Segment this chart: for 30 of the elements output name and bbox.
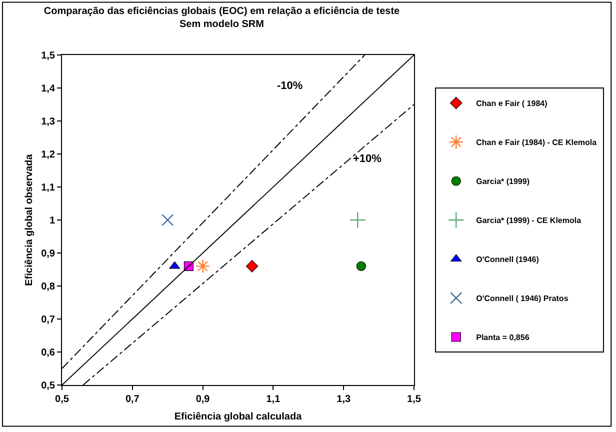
x-tick-label: 0,7 (125, 394, 140, 405)
y-tick-label: 1,3 (41, 116, 56, 128)
legend-label: Garcia* (1999) - CE Klemola (476, 216, 582, 226)
y-tick-label: 0,7 (41, 314, 56, 326)
legend-label: Chan e Fair (1984) - CE Klemola (476, 138, 598, 148)
y-tick-label: 1,4 (41, 84, 56, 94)
y-tick-label: 1,2 (41, 150, 56, 160)
chart-title: Comparação das eficiências globais (EOC) em relação a eficiência de teste (44, 6, 400, 17)
x-axis-title: Eficiência global calculada (174, 412, 302, 422)
y-tick-label: 0,8 (41, 282, 56, 292)
y-tick-label: 1,5 (41, 50, 56, 62)
annotation: -10% (277, 80, 303, 92)
y-tick-label: 0,5 (41, 380, 56, 392)
annotation: +10% (353, 153, 382, 165)
legend-label: Chan e Fair ( 1984) (476, 99, 548, 108)
x-tick-label: 1,1 (266, 394, 281, 405)
x-tick-label: 0,9 (196, 394, 210, 405)
x-tick-label: 1,5 (407, 394, 422, 405)
y-tick-label: 0,6 (41, 348, 56, 358)
y-axis-title: Eficiência global observada (24, 154, 36, 286)
x-tick-label: 1,3 (336, 394, 351, 405)
y-tick-label: 1,1 (41, 182, 56, 194)
y-tick-label: 1 (49, 216, 56, 226)
legend-label: O'Connell (1946) (476, 255, 540, 264)
x-tick-label: 0,5 (55, 394, 70, 405)
y-tick-label: 0,9 (41, 248, 56, 260)
chart-subtitle: Sem modelo SRM (180, 18, 264, 30)
legend-label: Planta = 0,856 (476, 333, 530, 342)
legend-label: O'Connell ( 1946) Pratos (476, 294, 569, 304)
legend-label: Garcia* (1999) (476, 177, 530, 186)
